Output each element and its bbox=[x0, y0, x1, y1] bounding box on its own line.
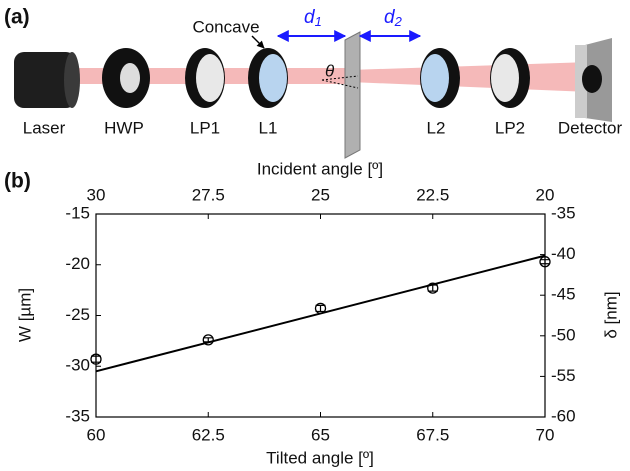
sample bbox=[344, 31, 361, 159]
y2-axis-label: δ [nm] bbox=[601, 291, 620, 338]
y2-tick-label: -55 bbox=[551, 366, 576, 385]
x2-tick-label: 20 bbox=[536, 185, 555, 204]
x-tick-label: 70 bbox=[536, 425, 555, 444]
beam bbox=[350, 62, 590, 92]
component-label: LP2 bbox=[495, 118, 525, 137]
x-axis-label: Tilted angle [º] bbox=[266, 448, 374, 467]
data-point bbox=[427, 282, 439, 294]
d2-label: d2 bbox=[384, 7, 403, 29]
chart: (b) Tilted angle [º] Incident angle [º] … bbox=[4, 159, 620, 467]
lp1-glass bbox=[196, 54, 224, 102]
x2-tick-label: 27.5 bbox=[192, 185, 225, 204]
d1-base: d bbox=[304, 7, 316, 28]
x2-axis-label: Incident angle [º] bbox=[257, 159, 383, 178]
component-label: HWP bbox=[104, 118, 144, 137]
x-tick-label: 65 bbox=[311, 425, 330, 444]
hwp-hole bbox=[120, 63, 140, 93]
x-tick-label: 60 bbox=[87, 425, 106, 444]
y-tick-label: -35 bbox=[65, 406, 90, 425]
setup-diagram: (a) Laser HWP LP1 L1 L2 LP2 Detector Con… bbox=[4, 6, 623, 159]
component-label: Laser bbox=[23, 118, 66, 137]
error-bar bbox=[91, 355, 101, 363]
component-label: LP1 bbox=[190, 118, 220, 137]
d2-sub: 2 bbox=[394, 14, 403, 29]
panel-label: (a) bbox=[4, 6, 30, 29]
data-point bbox=[202, 334, 214, 346]
y2-tick-label: -45 bbox=[551, 285, 576, 304]
x-tick-label: 67.5 bbox=[416, 425, 449, 444]
error-bar bbox=[540, 259, 550, 265]
l1-glass bbox=[259, 54, 287, 102]
y-axis-label: W [µm] bbox=[15, 288, 34, 342]
lp2-glass bbox=[491, 54, 519, 102]
x2-tick-label: 25 bbox=[311, 185, 330, 204]
plot-frame bbox=[95, 213, 546, 418]
detector-aperture bbox=[582, 65, 602, 93]
data-point bbox=[539, 256, 551, 268]
concave-arrow bbox=[251, 35, 265, 49]
x2-tick-label: 30 bbox=[87, 185, 106, 204]
y2-tick-label: -35 bbox=[551, 203, 576, 222]
y-tick-label: -20 bbox=[65, 254, 90, 273]
fit-line bbox=[95, 254, 546, 373]
y-tick-label: -15 bbox=[65, 203, 90, 222]
error-bar bbox=[315, 304, 326, 313]
y-tick-label: -25 bbox=[65, 305, 90, 324]
detector-front bbox=[575, 45, 587, 118]
component-label: L1 bbox=[259, 118, 278, 137]
theta-label: θ bbox=[325, 61, 335, 80]
x-tick-label: 62.5 bbox=[192, 425, 225, 444]
laser-body bbox=[14, 52, 76, 108]
data-point bbox=[90, 353, 102, 365]
y-tick-label: -30 bbox=[65, 356, 90, 375]
d2-base: d bbox=[384, 7, 396, 28]
panel-label: (b) bbox=[4, 170, 31, 193]
d1-label: d1 bbox=[304, 7, 322, 29]
component-label: L2 bbox=[427, 118, 446, 137]
concave-label: Concave bbox=[192, 17, 259, 36]
y2-tick-label: -50 bbox=[551, 325, 576, 344]
laser-face bbox=[64, 52, 80, 108]
l2-glass bbox=[421, 54, 449, 102]
y2-tick-label: -60 bbox=[551, 406, 576, 425]
d1-sub: 1 bbox=[315, 14, 322, 29]
x2-tick-label: 22.5 bbox=[416, 185, 449, 204]
component-label: Detector bbox=[558, 118, 623, 137]
y2-tick-label: -40 bbox=[551, 244, 576, 263]
